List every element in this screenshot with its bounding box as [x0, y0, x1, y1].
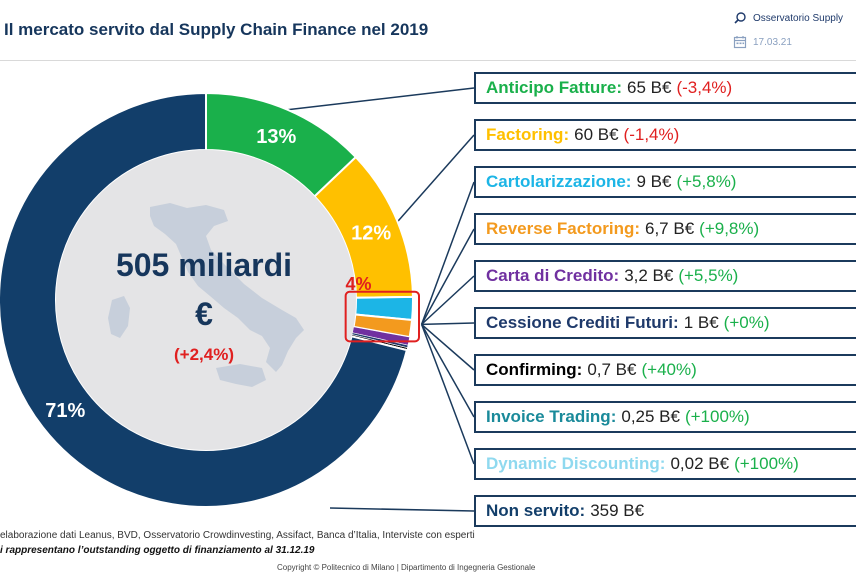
legend-change: (+5,5%)	[678, 266, 739, 285]
connector-carta-di-credito	[421, 275, 475, 325]
connector-anticipo-fatture	[287, 87, 475, 111]
legend-item-non-servito: Non servito: 359 B€	[474, 495, 856, 527]
legend-change: (+100%)	[684, 407, 750, 426]
center-change-label: (+2,4%)	[174, 345, 234, 364]
date-label: 17.03.21	[753, 36, 792, 48]
slice-label-factoring: 12%	[351, 222, 391, 244]
connector-cartolarizzazione	[420, 181, 475, 325]
legend-value: 65 B€	[627, 78, 672, 97]
legend-name: Cessione Crediti Futuri:	[486, 313, 679, 332]
header-divider	[0, 60, 856, 61]
legend-value: 9 B€	[636, 172, 672, 191]
connector-invoice-trading	[420, 324, 475, 418]
legend-name: Cartolarizzazione:	[486, 172, 632, 191]
legend-change: (+40%)	[641, 360, 697, 379]
small-segments-share-label: 4%	[345, 274, 371, 294]
search-icon	[734, 12, 746, 24]
connector-confirming	[421, 323, 475, 371]
connector-lines	[287, 87, 475, 512]
legend-value: 60 B€	[574, 125, 619, 144]
copyright: Copyright © Politecnico di Milano | Dipa…	[277, 563, 536, 572]
donut-chart: 13% 12% 71% 4% 505 miliardi € (+2,4%)	[0, 87, 475, 512]
legend-name: Carta di Credito:	[486, 266, 620, 285]
footer-sources: elaborazione dati Leanus, BVD, Osservato…	[0, 530, 475, 541]
legend-value: 3,2 B€	[624, 266, 674, 285]
legend-change: (-3,4%)	[676, 78, 733, 97]
legend-name: Reverse Factoring:	[486, 219, 640, 238]
header-meta: Osservatorio Supply 17.03.21	[733, 9, 843, 51]
small-segments-highlight	[344, 290, 420, 343]
legend-name: Dynamic Discounting:	[486, 454, 666, 473]
legend-item-reverse-factoring: Reverse Factoring: 6,7 B€ (+9,8%)	[474, 213, 856, 245]
legend-item-dynamic-discounting: Dynamic Discounting: 0,02 B€ (+100%)	[474, 448, 856, 480]
page-title: Il mercato servito dal Supply Chain Fina…	[4, 20, 429, 39]
legend-item-cessione-crediti-futuri: Cessione Crediti Futuri: 1 B€ (+0%)	[474, 307, 856, 339]
legend-item-anticipo-fatture: Anticipo Fatture: 65 B€ (-3,4%)	[474, 72, 856, 104]
italy-map-icon	[108, 203, 304, 387]
legend-value: 359 B€	[590, 501, 645, 520]
legend-item-carta-di-credito: Carta di Credito: 3,2 B€ (+5,5%)	[474, 260, 856, 292]
connector-reverse-factoring	[420, 228, 475, 325]
legend-change: (-1,4%)	[623, 125, 680, 144]
slice-label-anticipo-fatture: 13%	[256, 126, 296, 148]
legend-value: 6,7 B€	[645, 219, 695, 238]
footer-note: i rappresentano l’outstanding oggetto di…	[0, 545, 315, 556]
date-row: 17.03.21	[733, 33, 843, 51]
legend-item-invoice-trading: Invoice Trading: 0,25 B€ (+100%)	[474, 401, 856, 433]
legend-value: 0,02 B€	[670, 454, 730, 473]
legend-value: 1 B€	[683, 313, 719, 332]
source-row: Osservatorio Supply	[733, 9, 843, 27]
legend-item-confirming: Confirming: 0,7 B€ (+40%)	[474, 354, 856, 386]
legend-value: 0,25 B€	[621, 407, 680, 426]
legend-name: Anticipo Fatture:	[486, 78, 622, 97]
legend-name: Confirming:	[486, 360, 583, 379]
legend-change: (+5,8%)	[676, 172, 737, 191]
legend-item-factoring: Factoring: 60 B€ (-1,4%)	[474, 119, 856, 151]
source-label: Osservatorio Supply	[753, 12, 844, 24]
legend-change: (+100%)	[734, 454, 799, 473]
legend-item-cartolarizzazione: Cartolarizzazione: 9 B€ (+5,8%)	[474, 166, 856, 198]
legend-name: Non servito:	[486, 501, 586, 520]
connector-factoring	[397, 134, 475, 223]
connector-dynamic-discounting	[420, 324, 475, 465]
legend-change: (+9,8%)	[699, 219, 760, 238]
connector-cessione-crediti-futuri	[421, 322, 475, 326]
connector-non-servito	[329, 507, 475, 512]
legend-change: (+0%)	[723, 313, 770, 332]
legend-value: 0,7 B€	[587, 360, 637, 379]
legend-name: Factoring:	[486, 125, 570, 144]
slice-label-non-servito: 71%	[45, 400, 85, 422]
legend-name: Invoice Trading:	[486, 407, 617, 426]
calendar-icon	[733, 36, 747, 49]
center-disc	[56, 150, 356, 450]
center-currency-label: €	[195, 296, 213, 332]
center-total-label: 505 miliardi	[116, 247, 292, 283]
